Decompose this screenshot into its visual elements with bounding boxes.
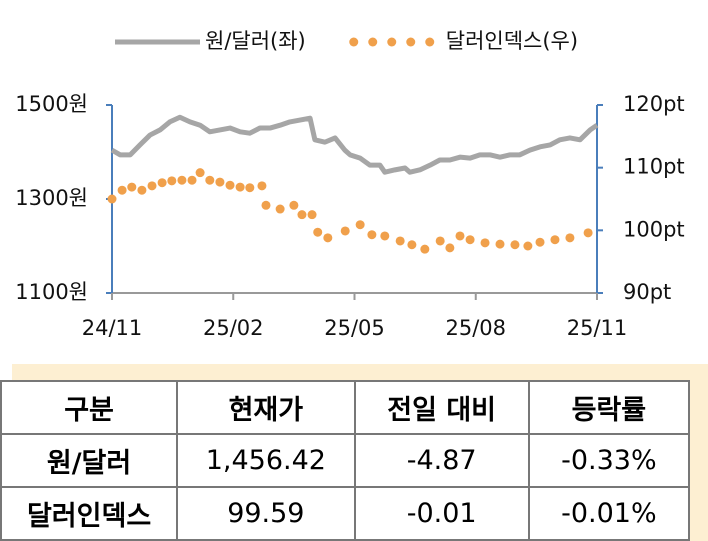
table-row: 달러인덱스 99.59 -0.01 -0.01% — [0, 486, 691, 541]
x-tick-label: 25/02 — [203, 316, 264, 340]
series-dot — [297, 210, 307, 220]
series-dot — [535, 237, 545, 247]
series-dot — [455, 231, 465, 241]
x-tick-label: 25/08 — [445, 316, 506, 340]
table-cell: 1,456.42 — [176, 433, 356, 488]
series-dot — [407, 240, 417, 250]
series-dot — [215, 177, 225, 187]
series-dot — [445, 243, 455, 253]
series-dot — [205, 175, 215, 185]
y-tick-label: 1300원 — [15, 186, 88, 210]
series-dot — [313, 227, 323, 237]
series-dot — [495, 239, 505, 249]
series-dot — [167, 176, 177, 186]
legend-dot — [406, 37, 416, 47]
series-dot — [177, 175, 187, 185]
table-cell: -0.33% — [527, 433, 691, 488]
legend-label: 원/달러(좌) — [205, 29, 306, 53]
x-tick-label: 24/11 — [82, 316, 143, 340]
series-dot — [195, 168, 205, 178]
series-dot — [550, 235, 560, 245]
series-dot — [307, 210, 317, 220]
legend-dot — [368, 37, 378, 47]
series-dot — [275, 204, 285, 214]
series-dot — [355, 220, 365, 230]
series-dot — [420, 244, 430, 254]
table-cell: 등락률 — [527, 380, 691, 435]
series-dot — [565, 233, 575, 243]
legend-dot — [387, 37, 397, 47]
table-row: 원/달러 1,456.42 -4.87 -0.33% — [0, 433, 691, 488]
y2-tick-label: 90pt — [623, 280, 671, 304]
series-dot — [235, 182, 245, 192]
table-cell: 전일 대비 — [353, 380, 530, 435]
series-dot — [157, 178, 167, 188]
series-line — [110, 114, 599, 175]
series-dot — [261, 200, 271, 210]
series-dot — [137, 185, 147, 195]
series-dot — [127, 182, 137, 192]
y2-tick-label: 110pt — [623, 155, 685, 179]
legend-dot — [425, 37, 435, 47]
series-dot — [225, 180, 235, 190]
series-dot — [107, 194, 117, 204]
series-dot — [323, 233, 333, 243]
table-cell: 99.59 — [176, 486, 356, 541]
series-dot — [117, 185, 127, 195]
decor-band — [12, 364, 708, 384]
x-tick-label: 25/11 — [567, 316, 628, 340]
y-tick-label: 1100원 — [15, 280, 88, 304]
series-dot — [289, 200, 299, 210]
series-dot — [257, 181, 267, 191]
series-dot — [480, 238, 490, 248]
table-cell: 구분 — [0, 380, 179, 435]
series-dot — [583, 228, 593, 238]
table-row: 구분 현재가 전일 대비 등락률 — [0, 380, 691, 435]
series-dot — [245, 183, 255, 193]
legend-label: 달러인덱스(우) — [446, 29, 578, 53]
series-dot — [187, 175, 197, 185]
table-cell: -4.87 — [353, 433, 530, 488]
table-cell: 원/달러 — [0, 433, 179, 488]
series-dot — [435, 236, 445, 246]
series-dot — [465, 235, 475, 245]
table-cell: -0.01 — [353, 486, 530, 541]
series-dot — [367, 230, 377, 240]
series-dot — [340, 226, 350, 236]
x-tick-label: 25/05 — [324, 316, 385, 340]
y-tick-label: 1500원 — [15, 92, 88, 116]
decor-side — [690, 364, 708, 541]
series-dot — [395, 236, 405, 246]
table-cell: 현재가 — [176, 380, 356, 435]
y2-tick-label: 120pt — [623, 92, 685, 116]
table-cell: 달러인덱스 — [0, 486, 179, 541]
series-dot — [510, 240, 520, 250]
chart: 1100원 1300원 1500원 90pt 100pt 110pt 120pt 24/11 2… — [15, 29, 685, 340]
legend-dot — [349, 37, 359, 47]
quote-table: 구분 현재가 전일 대비 등락률 원/달러 1,456.42 -4.87 -0.33% 달러인덱… — [0, 380, 691, 541]
series-dot — [147, 181, 157, 191]
series-dot — [380, 231, 390, 241]
table-cell: -0.01% — [527, 486, 691, 541]
y2-tick-label: 100pt — [623, 217, 685, 241]
series-dot — [523, 241, 533, 251]
